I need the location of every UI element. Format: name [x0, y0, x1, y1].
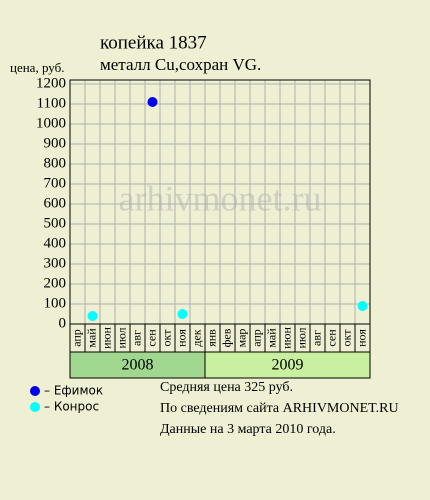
point: [357, 301, 368, 311]
x-tick-label: сен: [324, 329, 338, 347]
x-tick-label: сен: [144, 329, 158, 347]
note: Данные на 3 марта 2010 года.: [160, 422, 336, 437]
y-tick-label: 1200: [36, 75, 66, 91]
y-tick-label: 900: [44, 135, 67, 151]
x-tick-label: июл: [114, 327, 128, 348]
x-tick-label: авг: [309, 330, 323, 346]
legend-label: – Ефимок: [44, 384, 103, 398]
note: По сведениям сайта ARHIVMONET.RU: [160, 401, 399, 416]
note: Средняя цена 325 руб.: [160, 380, 293, 395]
y-tick-label: 500: [44, 215, 67, 231]
y-tick-label: 400: [44, 235, 67, 251]
x-tick-label: июл: [294, 327, 308, 348]
y-tick-label: 1000: [36, 115, 66, 131]
x-tick-label: янв: [204, 329, 218, 347]
y-tick-label: 1100: [37, 95, 66, 111]
point: [87, 311, 98, 321]
x-tick-label: дек: [189, 329, 203, 346]
y-tick-label: 0: [59, 315, 67, 331]
x-tick-label: ноя: [354, 329, 368, 347]
x-tick-label: июн: [279, 327, 293, 349]
chart-title: копейка 1837: [100, 32, 207, 53]
legend-marker: [30, 386, 40, 396]
year-cell: [204, 351, 371, 379]
x-tick-label: апр: [249, 329, 263, 347]
y-axis-label: цена, руб.: [10, 60, 64, 75]
y-tick-label: 200: [44, 275, 67, 291]
legend-label: – Конрос: [44, 400, 99, 414]
x-tick-label: май: [84, 328, 98, 348]
x-tick-label: май: [264, 328, 278, 348]
year-cell: [69, 351, 206, 379]
x-tick-label: авг: [129, 330, 143, 346]
y-tick-label: 300: [44, 255, 67, 271]
y-tick-label: 800: [44, 155, 67, 171]
y-tick-label: 100: [44, 295, 67, 311]
year-label: 2009: [272, 357, 304, 374]
x-tick-label: июн: [99, 327, 113, 349]
point: [147, 97, 158, 107]
x-tick-label: фев: [219, 328, 233, 347]
point: [177, 309, 188, 319]
year-label: 2008: [122, 357, 154, 374]
x-tick-label: окт: [159, 329, 173, 347]
y-tick-label: 600: [44, 195, 67, 211]
x-tick-label: апр: [69, 329, 83, 347]
x-tick-label: ноя: [174, 329, 188, 347]
x-tick-label: окт: [339, 329, 353, 347]
legend-marker: [30, 402, 40, 412]
y-tick-label: 700: [44, 175, 67, 191]
x-tick-label: мар: [234, 329, 248, 348]
chart-subtitle: металл Cu,сохран VG.: [100, 55, 261, 74]
